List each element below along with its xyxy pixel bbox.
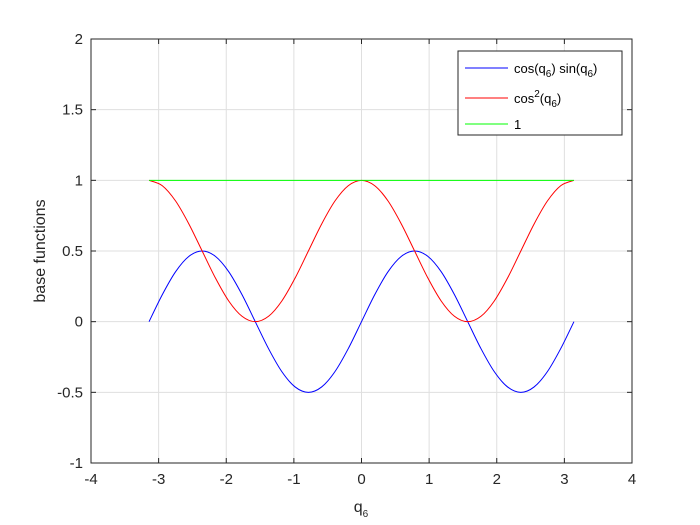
ticks [90,38,633,464]
x-tick-label: -2 [220,471,233,488]
y-tick-label: 0 [75,314,83,331]
x-tick-label: 1 [425,471,433,488]
x-tick-label: -1 [287,471,300,488]
x-tick-label: -3 [152,471,165,488]
legend-box [457,50,623,136]
x-tick-label: 0 [357,471,365,488]
y-tick-label: 2 [75,31,83,48]
y-tick-label: -1 [70,455,83,472]
x-tick-label: 2 [493,471,501,488]
legend-label: cos(q6) sin(q6) [514,61,597,80]
x-axis-label: q6 [354,499,369,520]
tick-labels: -4 -3 -2 -1 0 1 2 3 4 -1 -0.5 0 0.5 1 1.5 2 [57,31,636,488]
legend: cos(q6) sin(q6) cos2(q6) 1 [457,50,623,136]
y-tick-label: -0.5 [57,384,83,401]
x-tick-label: -4 [84,471,97,488]
series-group [148,179,575,393]
y-axis-label: base functions [32,199,49,302]
legend-label: 1 [514,117,521,132]
legend-label: cos2(q6) [514,89,561,110]
y-tick-label: 0.5 [62,243,83,260]
y-tick-label: 1.5 [62,102,83,119]
x-tick-label: 4 [628,471,636,488]
y-tick-label: 1 [75,172,83,189]
x-tick-label: 3 [560,471,568,488]
series-sin-cos-line [148,250,575,393]
